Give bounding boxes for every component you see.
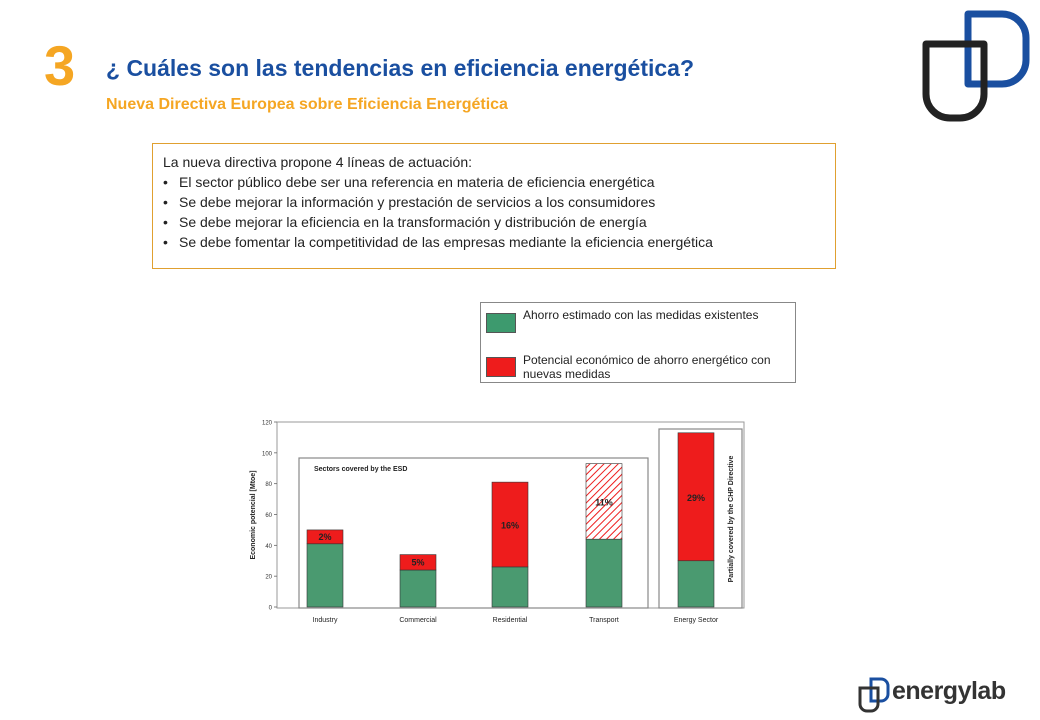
energylab-logo: energylab (858, 675, 1008, 715)
bullet-marker: • (163, 194, 168, 210)
list-item-text: Se debe mejorar la información y prestac… (179, 194, 656, 210)
directive-lines-box: La nueva directiva propone 4 líneas de a… (152, 143, 836, 269)
esd-box-label: Sectors covered by the ESD (314, 466, 407, 473)
x-tick-label: Transport (589, 617, 619, 624)
bar-existing-commercial (399, 569, 437, 608)
bullet-marker: • (163, 234, 168, 250)
x-tick-label: Industry (313, 617, 338, 624)
list-item: • Se debe mejorar la información y presta… (163, 192, 825, 212)
section-number: 3 (44, 34, 76, 97)
chp-directive-box (658, 428, 743, 609)
chp-box-label: Partially covered by the CHP Directive (728, 456, 735, 583)
bar-potential-energy-sector (677, 432, 715, 562)
y-tick-label: 60 (265, 513, 272, 519)
bar-data-label: 29% (687, 493, 705, 503)
y-tick-label: 20 (265, 575, 272, 581)
x-tick-label: Energy Sector (674, 617, 719, 624)
bar-data-label: 2% (318, 532, 331, 542)
list-item-text: Se debe mejorar la eficiencia en la tran… (179, 214, 647, 230)
legend-swatch-new-measures (486, 357, 516, 377)
y-tick-label: 80 (265, 482, 272, 488)
y-tick-label: 120 (262, 421, 273, 427)
list-item-text: Se debe fomentar la competitividad de la… (179, 234, 713, 250)
list-item-text: El sector público debe ser una referenci… (179, 174, 655, 190)
bar-existing-industry (306, 543, 344, 608)
list-item: • El sector público debe ser una referenc… (163, 172, 825, 192)
brand-name: energylab (892, 677, 1006, 705)
energylab-mark-icon (858, 677, 890, 713)
bar-data-label: 11% (595, 497, 613, 507)
bar-data-label: 16% (501, 521, 519, 531)
bullet-marker: • (163, 174, 168, 190)
bar-existing-transport (585, 538, 623, 608)
legend-label-new-measures: Potencial económico de ahorro energético… (523, 353, 771, 381)
page-subtitle: Nueva Directiva Europea sobre Eficiencia… (106, 96, 508, 113)
y-tick-label: 40 (265, 544, 272, 550)
esd-sectors-box (298, 457, 649, 609)
savings-potential-chart: Sectors covered by the ESD Partially cov… (250, 421, 745, 624)
list-item: • Se debe fomentar la competitividad de l… (163, 232, 825, 252)
bar-potential-transport (585, 463, 623, 540)
y-axis-label: Economic potencial [Mtoe] (250, 470, 257, 559)
bar-data-label: 5% (411, 558, 424, 568)
y-tick-label: 0 (269, 606, 273, 612)
chart-legend: Ahorro estimado con las medidas existent… (480, 302, 796, 383)
directive-intro: La nueva directiva propone 4 líneas de a… (163, 154, 472, 170)
bar-potential-residential (491, 481, 529, 568)
bar-potential-commercial (399, 554, 437, 571)
y-tick-label: 100 (262, 451, 273, 457)
bar-potential-industry (306, 529, 344, 545)
bar-existing-energy-sector (677, 560, 715, 608)
bullet-marker: • (163, 214, 168, 230)
legend-swatch-existing (486, 313, 516, 333)
list-item: • Se debe mejorar la eficiencia en la tra… (163, 212, 825, 232)
brand-logo-top (922, 10, 1030, 122)
page-title: ¿ Cuáles son las tendencias en eficienci… (106, 55, 695, 81)
legend-label-existing: Ahorro estimado con las medidas existent… (523, 308, 759, 322)
x-tick-label: Commercial (399, 617, 437, 624)
bar-existing-residential (491, 566, 529, 608)
x-tick-label: Residential (493, 617, 528, 624)
